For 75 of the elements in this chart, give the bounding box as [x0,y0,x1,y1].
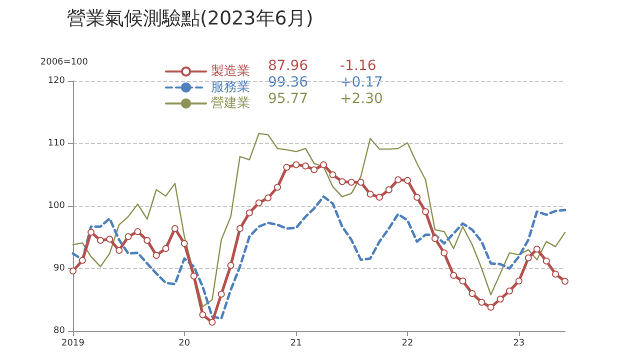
point [302,162,310,170]
point [338,178,346,186]
point [440,249,448,256]
point [190,272,198,280]
point [468,290,476,297]
text: 87.96 [268,58,308,74]
point [124,233,132,240]
point [88,228,95,236]
point [357,178,364,186]
line-series [72,132,566,308]
y-tick-label: 80 [54,326,66,336]
x-tick-label: 20 [178,338,190,348]
point [459,278,466,284]
point [310,166,318,174]
point [292,161,300,168]
point [478,298,486,306]
legend-label: 營建業 [211,96,250,111]
point [70,268,76,274]
y-tick-label: 110 [48,138,66,148]
point [106,236,114,243]
point [329,171,336,178]
point [552,270,560,278]
point [274,184,281,191]
point [348,178,355,186]
point [96,236,104,244]
point [218,290,225,298]
annotation: +2.30 [340,91,383,107]
point [413,194,420,201]
point [264,194,272,202]
point [162,245,170,252]
x-tick-label: 2019 [62,338,85,348]
point [394,176,402,184]
x-tick-label: 23 [513,338,525,348]
point [487,304,494,311]
point [283,164,290,171]
line-series [72,195,566,320]
point [524,254,532,262]
point [208,318,216,326]
point [255,199,262,206]
point [116,246,123,254]
y-tick-label: 100 [48,201,66,211]
point [515,278,522,284]
point [542,258,550,264]
y-axis-title: 2006=100 [40,58,88,68]
point [431,235,438,242]
point [236,225,244,232]
point [134,228,142,236]
point [422,208,430,216]
x-tick-label: 22 [402,338,414,348]
point [78,256,86,264]
point [533,246,540,253]
point [366,190,374,198]
chart-title: 營業氣候測驗點(2023年6月) [67,8,314,30]
annotation: 95.77 [268,91,308,107]
point [404,176,412,184]
point [227,262,234,269]
point [385,186,392,194]
point [152,252,160,259]
legend-label: 服務業 [211,80,250,95]
point [562,278,568,285]
point [144,236,151,244]
y-tick-label: 90 [54,264,66,274]
point [496,296,504,303]
point [246,209,253,216]
text: -1.16 [340,58,376,74]
y-tick-label: 120 [48,76,66,86]
x-tick-label: 21 [290,338,302,348]
legend-label: 製造業 [211,64,250,79]
point [171,225,178,232]
point [450,272,458,279]
point [199,311,206,318]
point [320,161,328,168]
point [506,288,513,294]
point [180,240,188,247]
point [376,194,383,201]
